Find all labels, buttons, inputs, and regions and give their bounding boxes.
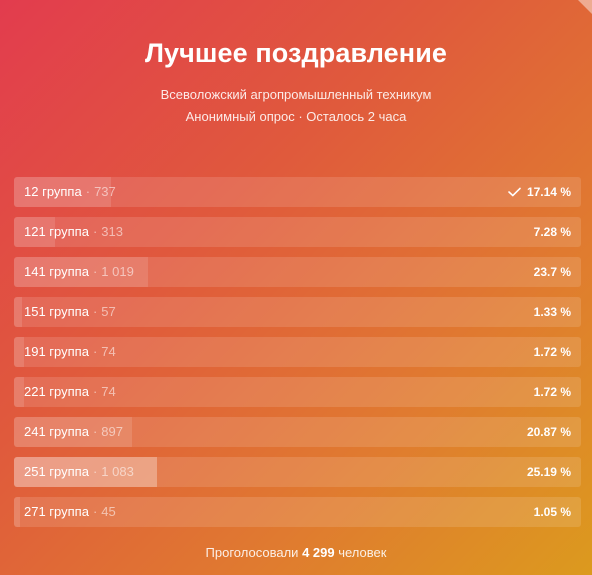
option-result: 23.7 %: [534, 257, 571, 287]
option-separator: ·: [92, 344, 98, 359]
poll-option[interactable]: 12 группа · 737 17.14 %: [14, 177, 581, 207]
check-icon: [508, 187, 521, 197]
option-separator: ·: [92, 224, 98, 239]
option-result: 1.33 %: [534, 297, 571, 327]
option-vote-count: 897: [101, 424, 123, 439]
option-label-group: 241 группа · 897: [24, 417, 123, 447]
option-result: 17.14 %: [508, 177, 571, 207]
option-label-group: 251 группа · 1 083: [24, 457, 134, 487]
option-percent: 17.14 %: [526, 185, 571, 199]
option-vote-count: 1 019: [101, 264, 134, 279]
option-result-bar: [14, 497, 20, 527]
option-result-bar: [14, 457, 157, 487]
poll-option[interactable]: 191 группа · 74 1.72 %: [14, 337, 581, 367]
option-vote-count: 45: [101, 504, 116, 519]
option-result: 1.05 %: [534, 497, 571, 527]
option-percent: 25.19 %: [526, 465, 571, 479]
footer-suffix: человек: [338, 545, 387, 560]
poll-option[interactable]: 251 группа · 1 083 25.19 %: [14, 457, 581, 487]
option-result: 1.72 %: [534, 337, 571, 367]
option-percent: 1.72 %: [533, 385, 571, 399]
option-result-bar: [14, 417, 133, 447]
poll-option[interactable]: 221 группа · 74 1.72 %: [14, 377, 581, 407]
poll-option[interactable]: 271 группа · 45 1.05 %: [14, 497, 581, 527]
option-result-bar: [14, 217, 56, 247]
option-result: 25.19 %: [527, 457, 571, 487]
option-percent: 7.28 %: [533, 225, 571, 239]
option-label-group: 151 группа · 57: [24, 297, 116, 327]
option-separator: ·: [92, 424, 98, 439]
option-result: 20.87 %: [527, 417, 571, 447]
poll-option[interactable]: 141 группа · 1 019 23.7 %: [14, 257, 581, 287]
option-label-group: 271 группа · 45: [24, 497, 116, 527]
option-percent: 1.33 %: [533, 305, 571, 319]
option-label: 221 группа: [24, 384, 89, 399]
poll-meta: Анонимный опрос · Осталось 2 часа: [185, 109, 407, 124]
option-label: 141 группа: [24, 264, 89, 279]
option-result: 1.72 %: [534, 377, 571, 407]
option-separator: ·: [85, 184, 91, 199]
option-result-bar: [14, 297, 22, 327]
footer-prefix: Проголосовали: [205, 545, 299, 560]
vote-total: 4 299: [302, 545, 335, 560]
option-label-group: 141 группа · 1 019: [24, 257, 134, 287]
option-result-bar: [14, 377, 24, 407]
option-result-bar: [14, 257, 149, 287]
option-label-group: 12 группа · 737: [24, 177, 116, 207]
option-label-group: 221 группа · 74: [24, 377, 116, 407]
option-separator: ·: [92, 384, 98, 399]
poll-option[interactable]: 241 группа · 897 20.87 %: [14, 417, 581, 447]
poll-subtitle: Всеволожский агропромышленный техникум: [160, 87, 432, 102]
poll-option[interactable]: 121 группа · 313 7.28 %: [14, 217, 581, 247]
corner-icon[interactable]: [578, 0, 592, 14]
poll-option[interactable]: 151 группа · 57 1.33 %: [14, 297, 581, 327]
option-vote-count: 74: [101, 344, 116, 359]
option-result-bar: [14, 337, 24, 367]
option-vote-count: 737: [94, 184, 116, 199]
option-vote-count: 313: [101, 224, 123, 239]
option-label: 121 группа: [24, 224, 89, 239]
option-label: 251 группа: [24, 464, 89, 479]
option-label: 191 группа: [24, 344, 89, 359]
poll-title: Лучшее поздравление: [144, 38, 448, 68]
poll-options: 12 группа · 737 17.14 % 121 группа · 313 7.28 %…: [14, 177, 581, 537]
option-result: 7.28 %: [534, 217, 571, 247]
option-vote-count: 74: [101, 384, 116, 399]
option-result-bar: [14, 177, 112, 207]
option-separator: ·: [92, 464, 98, 479]
option-vote-count: 57: [101, 304, 116, 319]
option-label: 151 группа: [24, 304, 89, 319]
option-separator: ·: [92, 304, 98, 319]
option-vote-count: 1 083: [101, 464, 134, 479]
option-percent: 1.05 %: [533, 505, 571, 519]
option-label: 241 группа: [24, 424, 89, 439]
option-percent: 23.7 %: [533, 265, 571, 279]
option-label: 271 группа: [24, 504, 89, 519]
option-label-group: 121 группа · 313: [24, 217, 123, 247]
option-percent: 1.72 %: [533, 345, 571, 359]
option-separator: ·: [92, 504, 98, 519]
option-separator: ·: [92, 264, 98, 279]
option-label-group: 191 группа · 74: [24, 337, 116, 367]
option-percent: 20.87 %: [526, 425, 571, 439]
poll-footer: Проголосовали 4 299 человек: [0, 545, 592, 560]
option-label: 12 группа: [24, 184, 82, 199]
